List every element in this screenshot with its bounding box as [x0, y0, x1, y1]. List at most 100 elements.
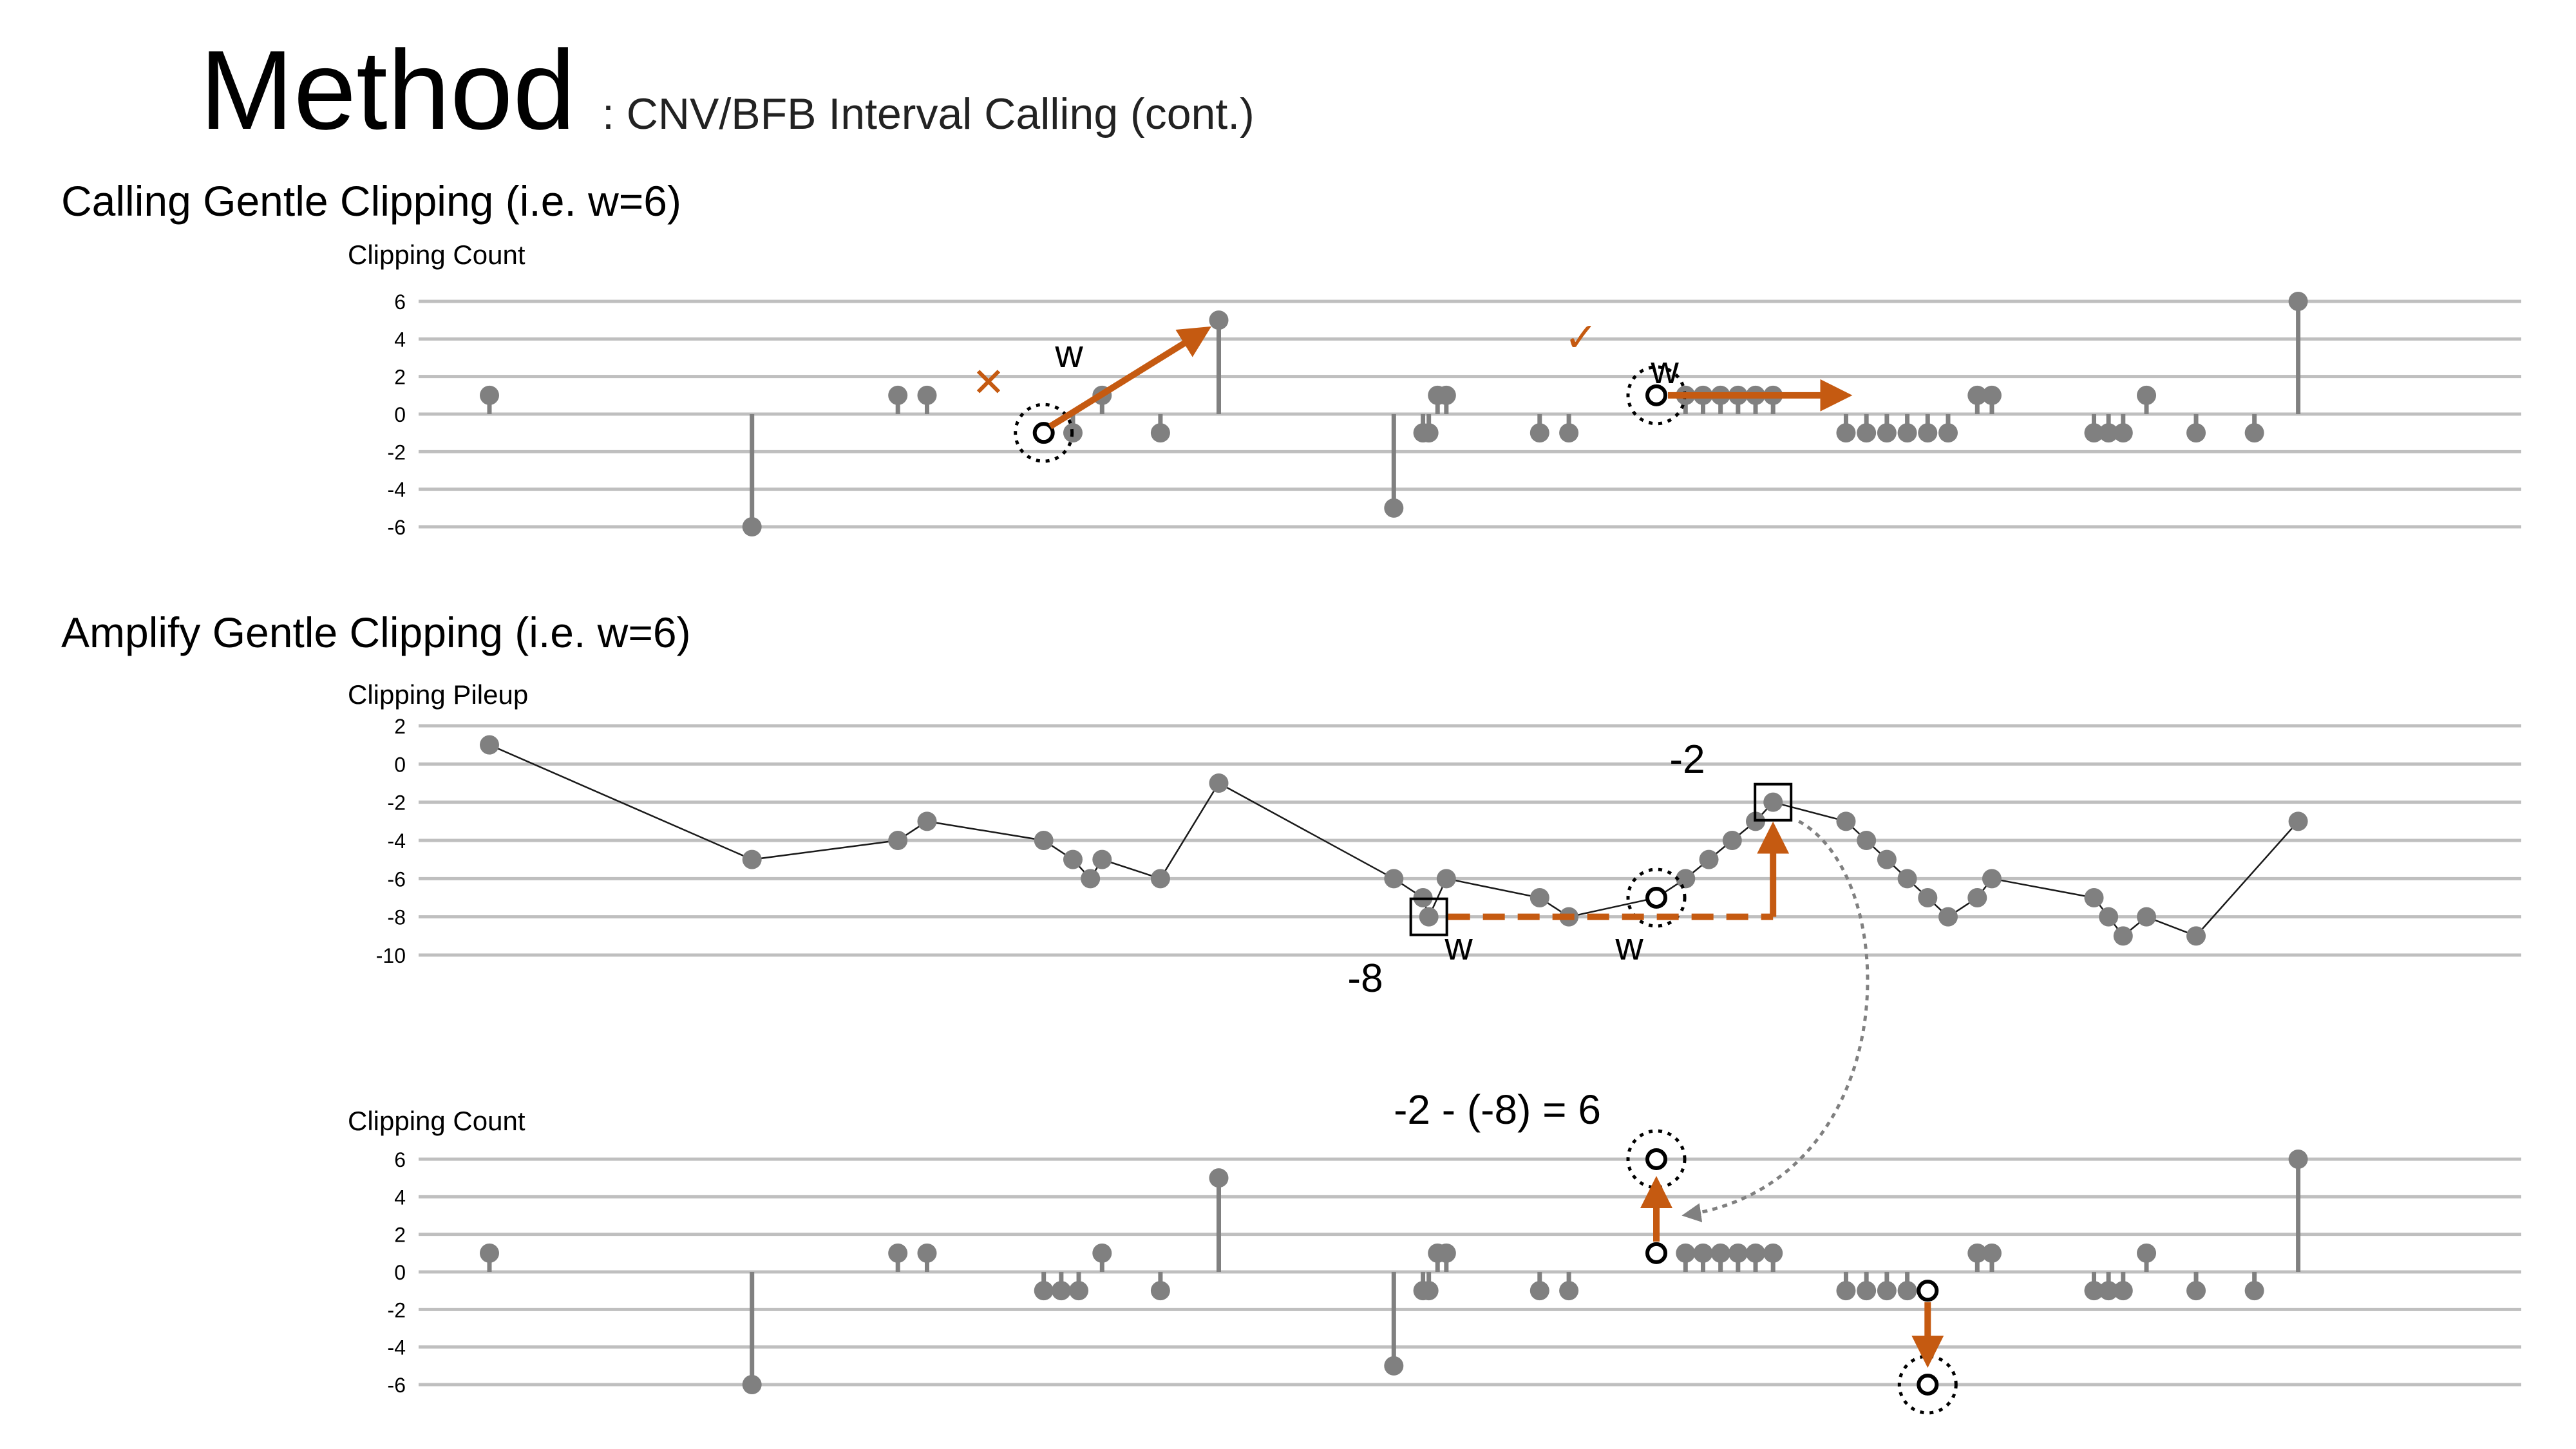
slide-title: Method [200, 28, 576, 153]
data-point [1384, 869, 1404, 889]
y-tick-label: 2 [394, 366, 406, 389]
data-point [1897, 869, 1917, 889]
data-point [2186, 926, 2206, 946]
highlighted-point [1645, 887, 1667, 909]
data-point [1559, 1281, 1579, 1301]
accept-check-icon: ✓ [1564, 314, 1598, 361]
y-tick-label: 6 [394, 290, 406, 314]
data-point [888, 831, 908, 850]
data-point [1857, 831, 1877, 850]
data-point [1530, 1281, 1549, 1301]
y-tick-label: 0 [394, 403, 406, 426]
highlighted-point [1032, 422, 1055, 444]
data-point [1836, 1281, 1856, 1301]
data-point [917, 811, 937, 831]
y-tick-label: 0 [394, 1261, 406, 1284]
chart-ylabel: Clipping Count [348, 240, 526, 270]
y-tick-label: -6 [388, 1374, 406, 1397]
y-tick-label: 0 [394, 753, 406, 776]
y-tick-label: 2 [394, 1224, 406, 1247]
data-point [1877, 849, 1897, 869]
data-point [2288, 292, 2308, 311]
data-point [1530, 423, 1549, 443]
window-label: w [1054, 332, 1083, 375]
low-value-label: -8 [1347, 956, 1383, 1001]
amplified-point [1645, 1148, 1667, 1170]
window-label: w [1650, 348, 1679, 392]
data-point [1150, 869, 1170, 889]
data-point [1699, 849, 1719, 869]
data-point [1559, 423, 1579, 443]
data-point [1209, 310, 1229, 330]
data-point [2113, 1281, 2133, 1301]
data-point [1967, 888, 1987, 907]
data-point [1436, 1243, 1456, 1263]
data-point [1436, 869, 1456, 889]
y-tick-label: -4 [388, 1336, 406, 1359]
data-point [2113, 926, 2133, 946]
amplified-point [1917, 1374, 1939, 1396]
y-tick-label: -8 [388, 906, 406, 929]
data-point [1982, 869, 2002, 889]
data-point [1967, 385, 1987, 405]
data-point [1722, 831, 1742, 850]
amplification-equation: -2 - (-8) = 6 [1394, 1086, 1601, 1133]
data-point [2137, 1243, 2157, 1263]
data-point [1436, 385, 1456, 405]
data-point [2137, 385, 2157, 405]
amplify-clipping-pileup-chart: Clipping Pileup 2 0 -2 -4 -6 -8 -10 [348, 679, 2521, 967]
data-point [480, 1243, 499, 1263]
data-point [742, 517, 762, 536]
data-point [2186, 423, 2206, 443]
y-tick-label: -2 [388, 440, 406, 464]
data-point [1081, 869, 1101, 889]
data-point [1693, 1243, 1713, 1263]
data-point [2099, 907, 2119, 927]
data-point [1877, 423, 1897, 443]
y-tick-label: -4 [388, 478, 406, 502]
data-point [1676, 869, 1696, 889]
y-tick-label: 6 [394, 1148, 406, 1171]
data-point [1938, 907, 1958, 927]
min-value-box [1409, 897, 1448, 936]
data-point [1763, 792, 1783, 812]
dotted-highlight-ring [1014, 402, 1074, 463]
data-point [1209, 773, 1229, 793]
data-point [1092, 1243, 1112, 1263]
highlighted-point [1645, 384, 1667, 406]
data-point [1051, 1281, 1071, 1301]
data-point [1746, 1243, 1766, 1263]
data-point [1857, 1281, 1877, 1301]
data-point [1877, 1281, 1897, 1301]
y-tick-label: -2 [388, 791, 406, 815]
chart-ylabel: Clipping Pileup [348, 679, 528, 710]
data-point [480, 385, 499, 405]
chart-ylabel: Clipping Count [348, 1106, 526, 1136]
y-tick-label: 4 [394, 1186, 406, 1209]
y-tick-label: -6 [388, 516, 406, 539]
data-point [1063, 849, 1083, 869]
data-point [1034, 831, 1054, 850]
transfer-arrow [1681, 820, 1870, 1222]
high-value-label: -2 [1669, 737, 1705, 782]
data-point [1034, 1281, 1054, 1301]
data-point [2186, 1281, 2206, 1301]
window-label: w [1615, 925, 1643, 968]
calling-clipping-count-chart: Clipping Count 6 4 2 0 -2 -4 -6 [348, 240, 2521, 539]
dotted-highlight-ring [1626, 867, 1687, 928]
y-tick-label: -10 [376, 944, 406, 967]
y-tick-label: -2 [388, 1298, 406, 1321]
data-point [1918, 888, 1938, 907]
section-heading-amplify: Amplify Gentle Clipping (i.e. w=6) [61, 609, 691, 656]
data-point [2099, 1281, 2119, 1301]
data-point [1982, 385, 2002, 405]
data-point [1069, 1281, 1089, 1301]
data-point [2099, 423, 2119, 443]
window-label: w [1444, 925, 1473, 968]
amplified-annotations: -2 - (-8) = 6 [1394, 1086, 1958, 1415]
data-point [1150, 423, 1170, 443]
data-point [480, 735, 499, 755]
data-point [1938, 423, 1958, 443]
y-tick-label: -6 [388, 867, 406, 891]
data-point [742, 849, 762, 869]
